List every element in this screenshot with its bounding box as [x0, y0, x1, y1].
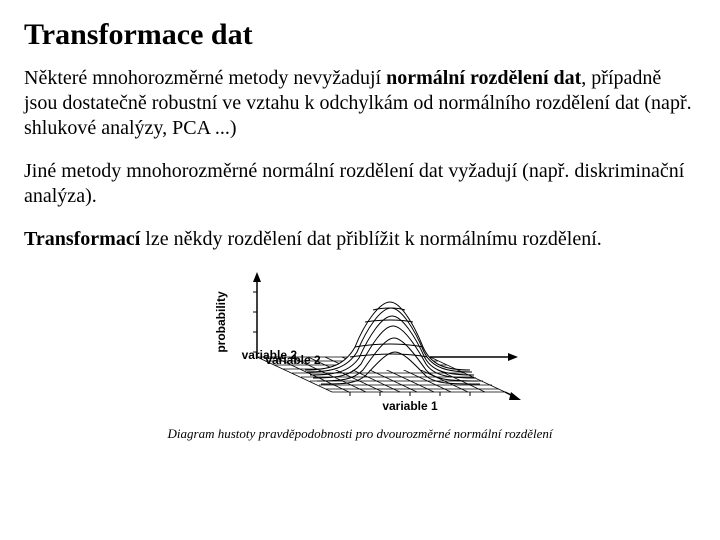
paragraph-3: Transformací lze někdy rozdělení dat při… [24, 227, 696, 252]
axis-var2-label: variable 2 [265, 353, 321, 367]
paragraph-2: Jiné metody mnohorozměrné normální rozdě… [24, 159, 696, 209]
bivariate-normal-surface: probability [195, 262, 525, 417]
paragraph-1: Některé mnohorozměrné metody nevyžadují … [24, 66, 696, 141]
figure-container: probability [24, 262, 696, 442]
slide-page: Transformace dat Některé mnohorozměrné m… [0, 0, 720, 452]
page-title: Transformace dat [24, 18, 696, 52]
axis-z-label: probability [214, 291, 228, 353]
axis-x-label: variable 1 [382, 399, 438, 413]
p3-bold: Transformací [24, 228, 140, 250]
p3-rest: lze někdy rozdělení dat přiblížit k norm… [140, 228, 602, 250]
p1-bold: normální rozdělení dat [386, 67, 581, 89]
p1-pre: Některé mnohorozměrné metody nevyžadují [24, 67, 386, 89]
figure-caption: Diagram hustoty pravděpodobnosti pro dvo… [24, 426, 696, 442]
surface-plot-svg: probability [195, 262, 525, 417]
